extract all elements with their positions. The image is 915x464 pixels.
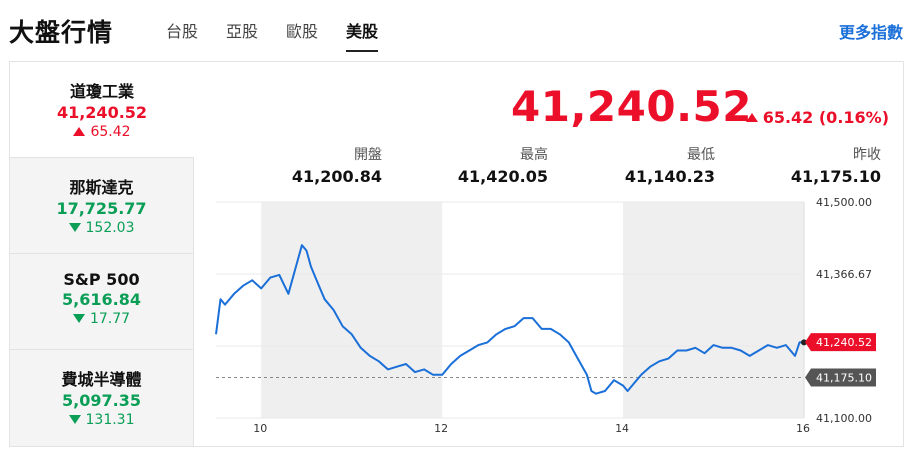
x-tick-label: 12 — [434, 422, 448, 435]
current-value-label-bg — [805, 333, 876, 352]
stat-label: 最高 — [520, 147, 548, 163]
sidebar-item-nasdaq[interactable]: 那斯達克 17,725.77 152.03 — [10, 158, 194, 254]
y-tick-label: 41,100.00 — [816, 412, 872, 425]
stat-label: 最低 — [687, 147, 715, 163]
index-value: 5,616.84 — [62, 290, 141, 309]
down-triangle-icon — [72, 314, 85, 323]
current-point-marker — [801, 339, 807, 346]
intraday-line-chart[interactable]: 41,500.00 41,366.67 41,100.00 10 12 14 16 41,24… — [10, 62, 903, 446]
index-value: 17,725.77 — [56, 199, 147, 218]
sidebar-item-sp500[interactable]: S&P 500 5,616.84 17.77 — [10, 254, 194, 350]
down-triangle-icon — [68, 223, 81, 232]
reference-label: 41,175.10 — [816, 371, 872, 384]
stat-prev-close: 昨收 41,175.10 — [761, 144, 881, 186]
shaded-hour-band — [261, 202, 443, 418]
index-name: 道瓊工業 — [69, 82, 134, 101]
stat-label: 開盤 — [354, 147, 382, 163]
tab-us-stocks[interactable]: 美股 — [346, 18, 379, 52]
header: 大盤行情 台股 亞股 歐股 美股 更多指數 — [0, 0, 915, 58]
y-tick-label: 41,500.00 — [816, 196, 872, 209]
x-tick-label: 14 — [615, 422, 629, 435]
stat-high: 最高 41,420.05 — [428, 144, 548, 186]
index-value: 5,097.35 — [62, 391, 141, 410]
sidebar-item-dow-jones[interactable]: 道瓊工業 41,240.52 65.42 — [10, 62, 194, 158]
up-triangle-icon — [73, 127, 86, 136]
index-sidebar: 道瓊工業 41,240.52 65.42 那斯達克 17,725.77 152.… — [10, 62, 194, 446]
tab-europe-stocks[interactable]: 歐股 — [286, 22, 319, 41]
sidebar-item-philly-semiconductor[interactable]: 費城半導體 5,097.35 131.31 — [10, 350, 194, 446]
stat-open: 開盤 41,200.84 — [262, 144, 382, 186]
reference-label-bg — [805, 368, 876, 387]
index-change: 17.77 — [10, 311, 193, 327]
x-tick-label: 10 — [253, 422, 267, 435]
price-series-line — [215, 244, 804, 395]
stat-value: 41,200.84 — [291, 167, 382, 186]
current-price: 41,240.52 — [511, 82, 752, 131]
tab-asia-stocks[interactable]: 亞股 — [226, 22, 259, 41]
stat-value: 41,140.23 — [624, 167, 715, 186]
page-title: 大盤行情 — [9, 18, 114, 47]
stat-label: 昨收 — [853, 147, 881, 163]
index-change: 131.31 — [10, 412, 193, 428]
index-change: 152.03 — [10, 220, 193, 236]
index-change-value: 65.42 — [90, 124, 131, 140]
index-change-value: 152.03 — [85, 220, 135, 236]
down-triangle-icon — [68, 415, 81, 424]
stat-value: 41,175.10 — [790, 167, 881, 186]
index-change-value: 131.31 — [85, 412, 135, 428]
stat-low: 最低 41,140.23 — [595, 144, 715, 186]
market-tabs: 台股 亞股 歐股 美股 — [166, 18, 406, 52]
x-tick-label: 16 — [796, 422, 810, 435]
price-change-value: 65.42 (0.16%) — [762, 108, 889, 127]
more-indices-link[interactable]: 更多指數 — [838, 23, 903, 42]
shaded-hour-band — [623, 202, 804, 418]
current-value-label: 41,240.52 — [816, 336, 872, 349]
index-name: 費城半導體 — [61, 370, 142, 389]
index-name: 那斯達克 — [69, 178, 134, 197]
stat-value: 41,420.05 — [457, 167, 548, 186]
market-card: 道瓊工業 41,240.52 65.42 那斯達克 17,725.77 152.… — [9, 61, 904, 447]
tab-taiwan-stocks[interactable]: 台股 — [166, 22, 199, 41]
index-value: 41,240.52 — [56, 103, 148, 122]
index-change-value: 17.77 — [89, 311, 131, 327]
y-tick-label: 41,366.67 — [816, 268, 872, 281]
index-change: 65.42 — [10, 124, 194, 140]
up-triangle-icon — [745, 113, 758, 122]
price-change: 65.42 (0.16%) — [745, 108, 889, 127]
index-name: S&P 500 — [63, 270, 140, 289]
